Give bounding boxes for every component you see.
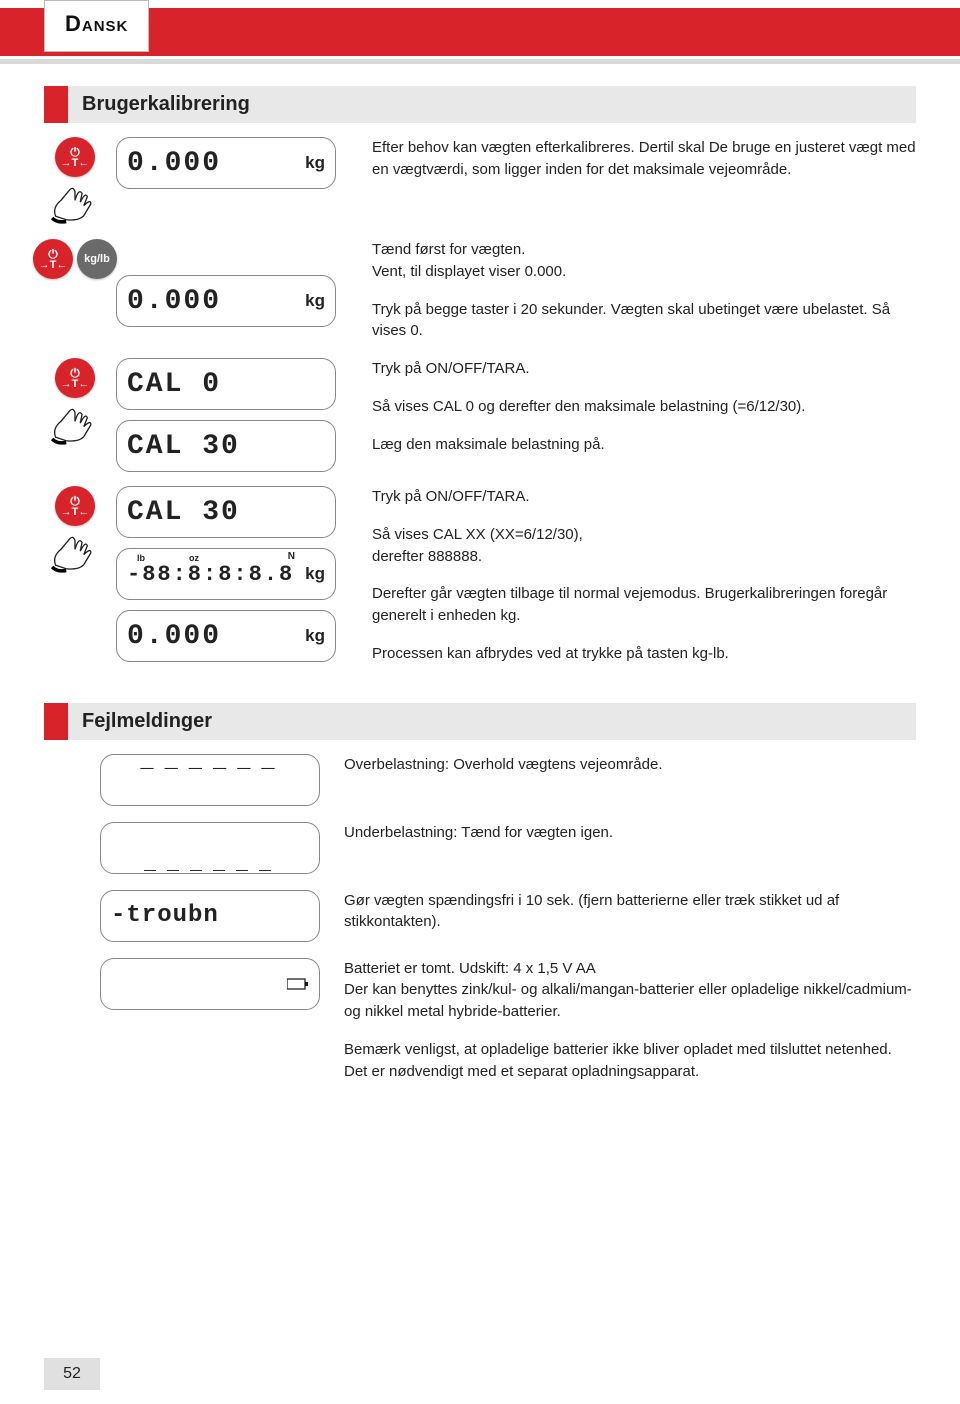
body-text: derefter 888888.	[372, 546, 916, 568]
language-tab: Dansk	[44, 0, 149, 52]
body-text: Derefter går vægten tilbage til normal v…	[372, 583, 916, 627]
hand-press-icon	[48, 181, 102, 225]
lcd-display: 0.000 kg	[116, 610, 336, 662]
page-number: 52	[44, 1358, 100, 1390]
on-tara-button-icon: ⏻ →T←	[55, 486, 95, 526]
body-text: Batteriet er tomt. Udskift: 4 x 1,5 V AA	[344, 958, 916, 980]
body-text: Bemærk venligst, at opladelige batterier…	[344, 1039, 916, 1083]
body-text: Så vises CAL XX (XX=6/12/30),	[372, 524, 916, 546]
lcd-display: lb oz N -88:8:8:8.8 kg	[116, 548, 336, 600]
kglb-button-icon: kg/lb	[77, 239, 117, 279]
lcd-display-overload: ‾‾‾‾‾‾	[100, 754, 320, 806]
on-tara-button-icon: ⏻ →T←	[33, 239, 73, 279]
body-text: Læg den maksimale belastning på.	[372, 434, 916, 456]
red-marker	[44, 86, 68, 123]
body-text: Tryk på begge taster i 20 sekunder. Vægt…	[372, 299, 916, 343]
body-text: Der kan benyttes zink/kul- og alkali/man…	[344, 979, 916, 1023]
body-text: Tænd først for vægten.	[372, 239, 916, 261]
on-tara-button-icon: ⏻ →T←	[55, 137, 95, 177]
lcd-display-trouble: -troubn	[100, 890, 320, 942]
body-text: Vent, til displayet viser 0.000.	[372, 261, 916, 283]
lcd-display: 0.000 kg	[116, 275, 336, 327]
header-red-bar: Dansk	[0, 8, 960, 56]
hand-press-icon	[48, 530, 102, 574]
battery-icon	[287, 978, 309, 990]
section-title: Fejlmeldinger	[68, 703, 916, 740]
red-marker	[44, 703, 68, 740]
lcd-display: CAL 30	[116, 486, 336, 538]
body-text: Efter behov kan vægten efterkalibreres. …	[372, 137, 916, 181]
hand-press-icon	[48, 402, 102, 446]
body-text: Overbelastning: Overhold vægtens vejeomr…	[344, 754, 916, 776]
section-heading-errors: Fejlmeldinger	[44, 703, 916, 740]
lcd-display: CAL 0	[116, 358, 336, 410]
on-tara-button-icon: ⏻ →T←	[55, 358, 95, 398]
section-heading-calibration: Brugerkalibrering	[44, 86, 916, 123]
body-text: Så vises CAL 0 og derefter den maksimale…	[372, 396, 916, 418]
lcd-display-underload: ______	[100, 822, 320, 874]
body-text: Underbelastning: Tænd for vægten igen.	[344, 822, 916, 844]
lcd-display-battery	[100, 958, 320, 1010]
section-title: Brugerkalibrering	[68, 86, 916, 123]
body-text: Tryk på ON/OFF/TARA.	[372, 486, 916, 508]
body-text: Tryk på ON/OFF/TARA.	[372, 358, 916, 380]
lcd-display: 0.000 kg	[116, 137, 336, 189]
body-text: Processen kan afbrydes ved at trykke på …	[372, 643, 916, 665]
body-text: Gør vægten spændingsfri i 10 sek. (fjern…	[344, 890, 916, 934]
divider	[0, 59, 960, 64]
lcd-display: CAL 30	[116, 420, 336, 472]
